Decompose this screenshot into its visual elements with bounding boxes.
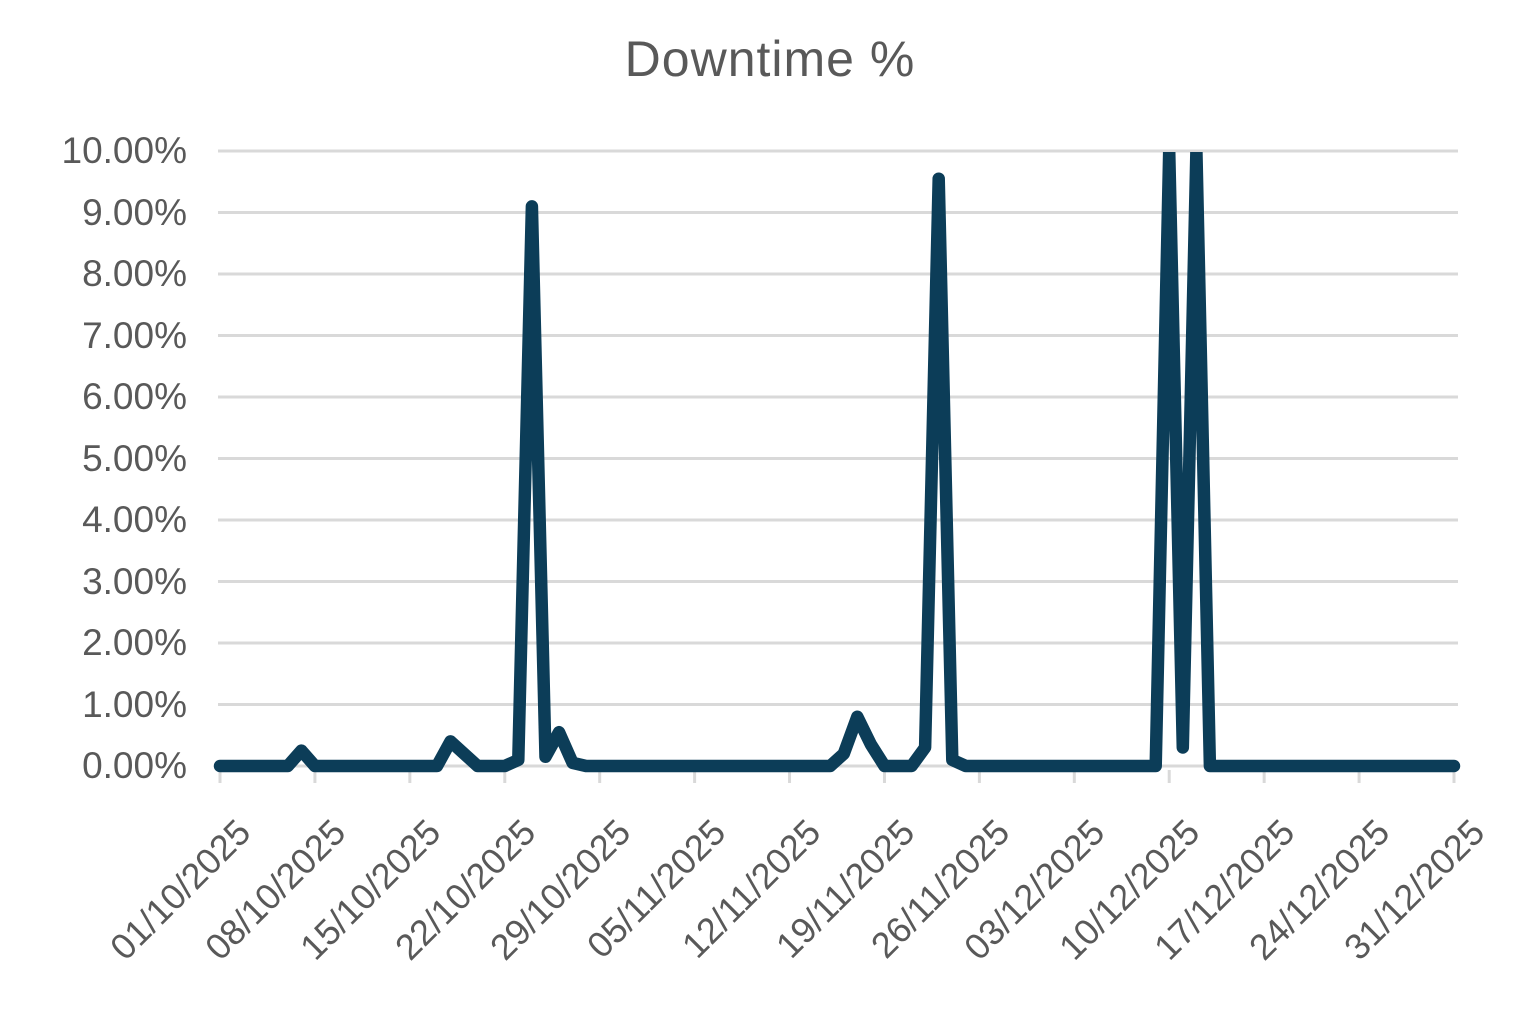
data-line (213, 152, 1461, 773)
y-axis-label: 10.00% (61, 130, 188, 171)
y-axis-label: 4.00% (82, 499, 187, 540)
chart-title: Downtime % (624, 31, 916, 87)
y-axis-label: 9.00% (82, 191, 187, 233)
y-axis-label: 7.00% (82, 314, 187, 356)
y-axis-label: 2.00% (82, 622, 187, 663)
y-axis-label: 8.00% (82, 253, 187, 294)
y-axis-label: 0.00% (82, 745, 187, 786)
y-axis-label: 5.00% (82, 437, 187, 479)
y-axis-label: 6.00% (82, 376, 187, 417)
y-axis-label: 1.00% (82, 683, 187, 725)
y-axis-label: 3.00% (82, 560, 187, 602)
